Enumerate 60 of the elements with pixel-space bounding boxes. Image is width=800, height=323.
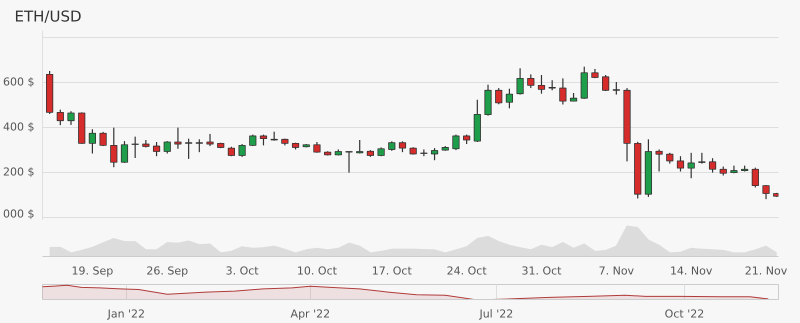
candlestick bbox=[120, 140, 128, 164]
candlestick bbox=[527, 74, 534, 89]
candlestick bbox=[185, 138, 192, 160]
candlestick bbox=[463, 134, 470, 145]
x-tick-label: 10. Oct bbox=[296, 264, 338, 278]
x-tick-label: 7. Nov bbox=[598, 264, 635, 278]
candlestick bbox=[495, 87, 502, 105]
candlestick bbox=[559, 78, 566, 106]
candlestick bbox=[110, 127, 118, 168]
candlestick bbox=[708, 158, 716, 174]
candlestick bbox=[99, 131, 107, 147]
candlestick bbox=[688, 152, 695, 179]
candlestick bbox=[698, 152, 706, 164]
candlestick bbox=[152, 141, 160, 157]
y-tick-label: 400 $ bbox=[3, 120, 35, 134]
x-tick-label: Jan '22 bbox=[106, 308, 146, 320]
candlestick bbox=[676, 156, 684, 172]
candlestick bbox=[538, 74, 546, 94]
x-tick-label: 17. Oct bbox=[372, 264, 412, 278]
candlestick bbox=[313, 141, 321, 154]
candlestick bbox=[506, 88, 514, 109]
candlestick bbox=[164, 140, 171, 154]
candlestick bbox=[174, 127, 182, 150]
candlestick bbox=[666, 152, 674, 164]
x-tick-label: 19. Sep bbox=[72, 264, 114, 278]
candlestick bbox=[752, 167, 759, 188]
x-tick-label: 26. Sep bbox=[146, 264, 188, 278]
candlestick bbox=[516, 68, 524, 96]
candlestick bbox=[398, 140, 406, 153]
candlestick bbox=[260, 134, 268, 146]
y-tick-label: 200 $ bbox=[3, 166, 35, 179]
candlestick bbox=[430, 148, 438, 161]
x-tick-label: 21. Nov bbox=[744, 264, 788, 278]
candlestick bbox=[612, 81, 620, 96]
candlestick bbox=[56, 109, 64, 126]
y-tick-label: 600 $ bbox=[3, 76, 35, 89]
candlestick bbox=[602, 74, 610, 92]
candlestick bbox=[356, 139, 364, 154]
candlestick bbox=[238, 143, 246, 158]
candlestick bbox=[270, 131, 278, 142]
y-tick-label: 000 $ bbox=[3, 208, 35, 220]
candlestick bbox=[548, 80, 556, 91]
x-tick-label: Apr '22 bbox=[290, 308, 330, 320]
candlestick bbox=[132, 136, 139, 159]
candlestick bbox=[388, 140, 396, 152]
candlestick bbox=[206, 133, 214, 147]
x-tick-label: 14. Nov bbox=[670, 264, 713, 278]
candlestick bbox=[196, 138, 203, 153]
x-tick-label: 24. Oct bbox=[446, 264, 488, 278]
candlestick bbox=[345, 150, 353, 174]
candlestick bbox=[88, 128, 96, 154]
x-tick-label: 3. Oct bbox=[226, 264, 260, 278]
candlestick bbox=[452, 134, 460, 151]
x-tick-label: 31. Oct bbox=[521, 264, 562, 278]
chart-title: ETH/USD bbox=[14, 8, 82, 26]
x-tick-label: Oct '22 bbox=[664, 308, 704, 320]
candlestick bbox=[762, 184, 770, 200]
candlestick bbox=[655, 148, 663, 172]
x-tick-label: Jul '22 bbox=[478, 308, 514, 320]
candlestick bbox=[67, 110, 75, 126]
